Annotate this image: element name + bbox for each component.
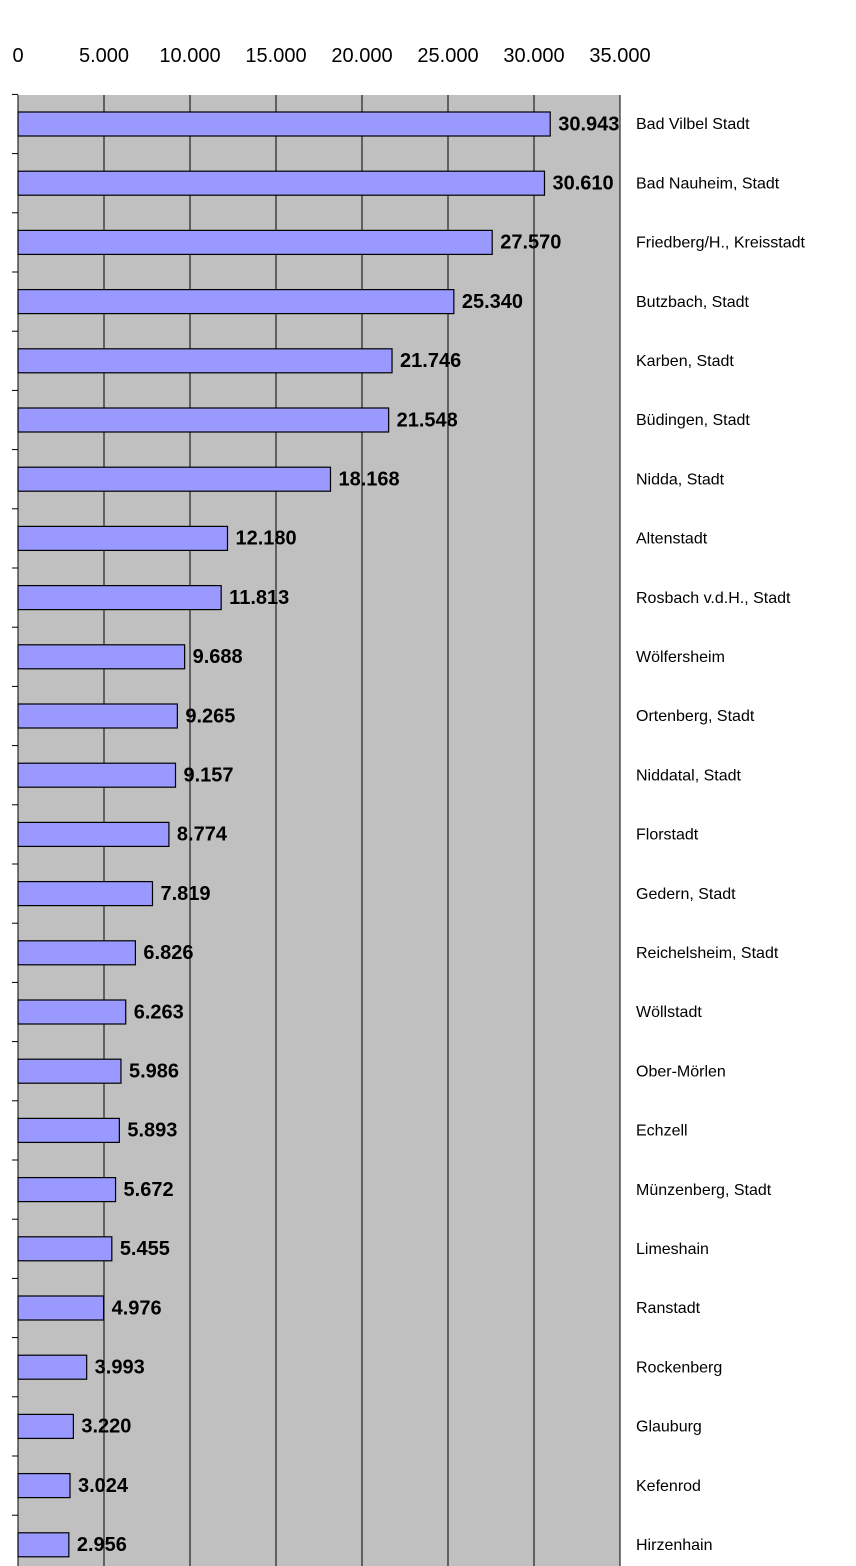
value-label: 9.265 xyxy=(185,705,235,727)
value-label: 18.168 xyxy=(338,468,399,490)
bar xyxy=(17,1058,122,1084)
bar xyxy=(17,762,177,788)
value-label: 2.956 xyxy=(77,1534,127,1556)
category-label: Butzbach, Stadt xyxy=(636,294,750,311)
value-label: 3.024 xyxy=(78,1475,129,1497)
value-label: 21.548 xyxy=(397,409,458,431)
value-label: 30.943 xyxy=(558,113,619,135)
value-label: 9.688 xyxy=(193,646,243,668)
bar xyxy=(17,1117,120,1144)
value-label: 27.570 xyxy=(500,232,561,254)
bar xyxy=(17,466,332,492)
bar xyxy=(17,1354,88,1380)
value-label: 11.813 xyxy=(229,587,289,609)
x-tick-box: 0 xyxy=(0,0,49,70)
value-label: 30.610 xyxy=(552,172,613,194)
bar xyxy=(17,584,222,611)
bar xyxy=(17,1236,113,1262)
category-label: Karben, Stadt xyxy=(636,353,734,370)
x-tick-label: 5.000 xyxy=(78,45,130,67)
value-label: 21.746 xyxy=(400,350,461,372)
bar xyxy=(17,407,390,433)
bar xyxy=(17,111,551,137)
category-label: Altenstadt xyxy=(636,531,708,548)
category-label: Rockenberg xyxy=(636,1359,722,1376)
value-label: 5.986 xyxy=(129,1060,179,1082)
bar xyxy=(17,1532,70,1558)
category-label: Ortenberg, Stadt xyxy=(636,708,755,725)
bar xyxy=(17,1413,74,1440)
bar xyxy=(17,821,170,848)
value-label: 12.180 xyxy=(235,528,296,550)
value-label: 6.263 xyxy=(134,1001,184,1023)
value-label: 9.157 xyxy=(184,764,234,786)
bar xyxy=(17,940,137,966)
category-label: Glauburg xyxy=(636,1419,702,1436)
bar xyxy=(17,1472,71,1499)
category-label: Reichelsheim, Stadt xyxy=(636,945,779,962)
x-tick-box: 5.000 xyxy=(73,0,135,70)
bar xyxy=(17,880,154,907)
category-label: Hirzenhain xyxy=(636,1537,712,1554)
category-label: Limeshain xyxy=(636,1241,709,1258)
value-label: 3.220 xyxy=(81,1416,131,1438)
category-label: Wölfersheim xyxy=(636,649,725,666)
x-tick-box: 15.000 xyxy=(245,0,307,70)
category-label: Rosbach v.d.H., Stadt xyxy=(636,590,791,607)
category-label: Niddatal, Stadt xyxy=(636,767,742,784)
x-tick-label: 0 xyxy=(12,45,24,67)
value-label: 5.893 xyxy=(127,1120,177,1142)
category-label: Münzenberg, Stadt xyxy=(636,1182,772,1199)
bar xyxy=(17,525,229,552)
bar xyxy=(17,644,186,670)
x-tick-label: 15.000 xyxy=(245,45,307,67)
category-label: Ober-Mörlen xyxy=(636,1063,726,1080)
category-label: Nidda, Stadt xyxy=(636,471,725,488)
value-label: 5.455 xyxy=(120,1238,170,1260)
x-tick-box: 10.000 xyxy=(159,0,221,70)
value-label: 4.976 xyxy=(112,1297,162,1319)
category-label: Bad Vilbel Stadt xyxy=(636,116,750,133)
bar xyxy=(17,999,127,1025)
x-tick-label: 20.000 xyxy=(331,45,393,67)
category-label: Gedern, Stadt xyxy=(636,886,736,903)
category-label: Echzell xyxy=(636,1123,688,1140)
bar xyxy=(17,1176,117,1203)
x-tick-box: 25.000 xyxy=(417,0,479,70)
category-label: Bad Nauheim, Stadt xyxy=(636,175,780,192)
x-tick-label: 10.000 xyxy=(159,45,221,67)
bar xyxy=(17,289,455,315)
value-label: 8.774 xyxy=(177,824,228,846)
x-tick-box: 20.000 xyxy=(331,0,393,70)
value-label: 6.826 xyxy=(143,942,193,964)
bar xyxy=(17,703,178,729)
x-tick-label: 25.000 xyxy=(417,45,479,67)
category-label: Kefenrod xyxy=(636,1478,701,1495)
bar xyxy=(17,348,393,374)
x-tick-box: 35.000 xyxy=(589,0,651,70)
category-label: Ranstadt xyxy=(636,1300,701,1317)
value-label: 5.672 xyxy=(124,1179,174,1201)
x-tick-box: 30.000 xyxy=(503,0,565,70)
x-tick-label: 30.000 xyxy=(503,45,565,67)
value-label: 25.340 xyxy=(462,291,523,313)
category-label: Florstadt xyxy=(636,827,699,844)
value-label: 7.819 xyxy=(160,883,210,905)
value-label: 3.993 xyxy=(95,1356,145,1378)
category-label: Wöllstadt xyxy=(636,1004,702,1021)
category-label: Büdingen, Stadt xyxy=(636,412,750,429)
x-tick-label: 35.000 xyxy=(589,45,651,67)
bar xyxy=(17,229,493,255)
category-label: Friedberg/H., Kreisstadt xyxy=(636,235,806,252)
bar xyxy=(17,170,546,196)
bar xyxy=(17,1295,105,1321)
